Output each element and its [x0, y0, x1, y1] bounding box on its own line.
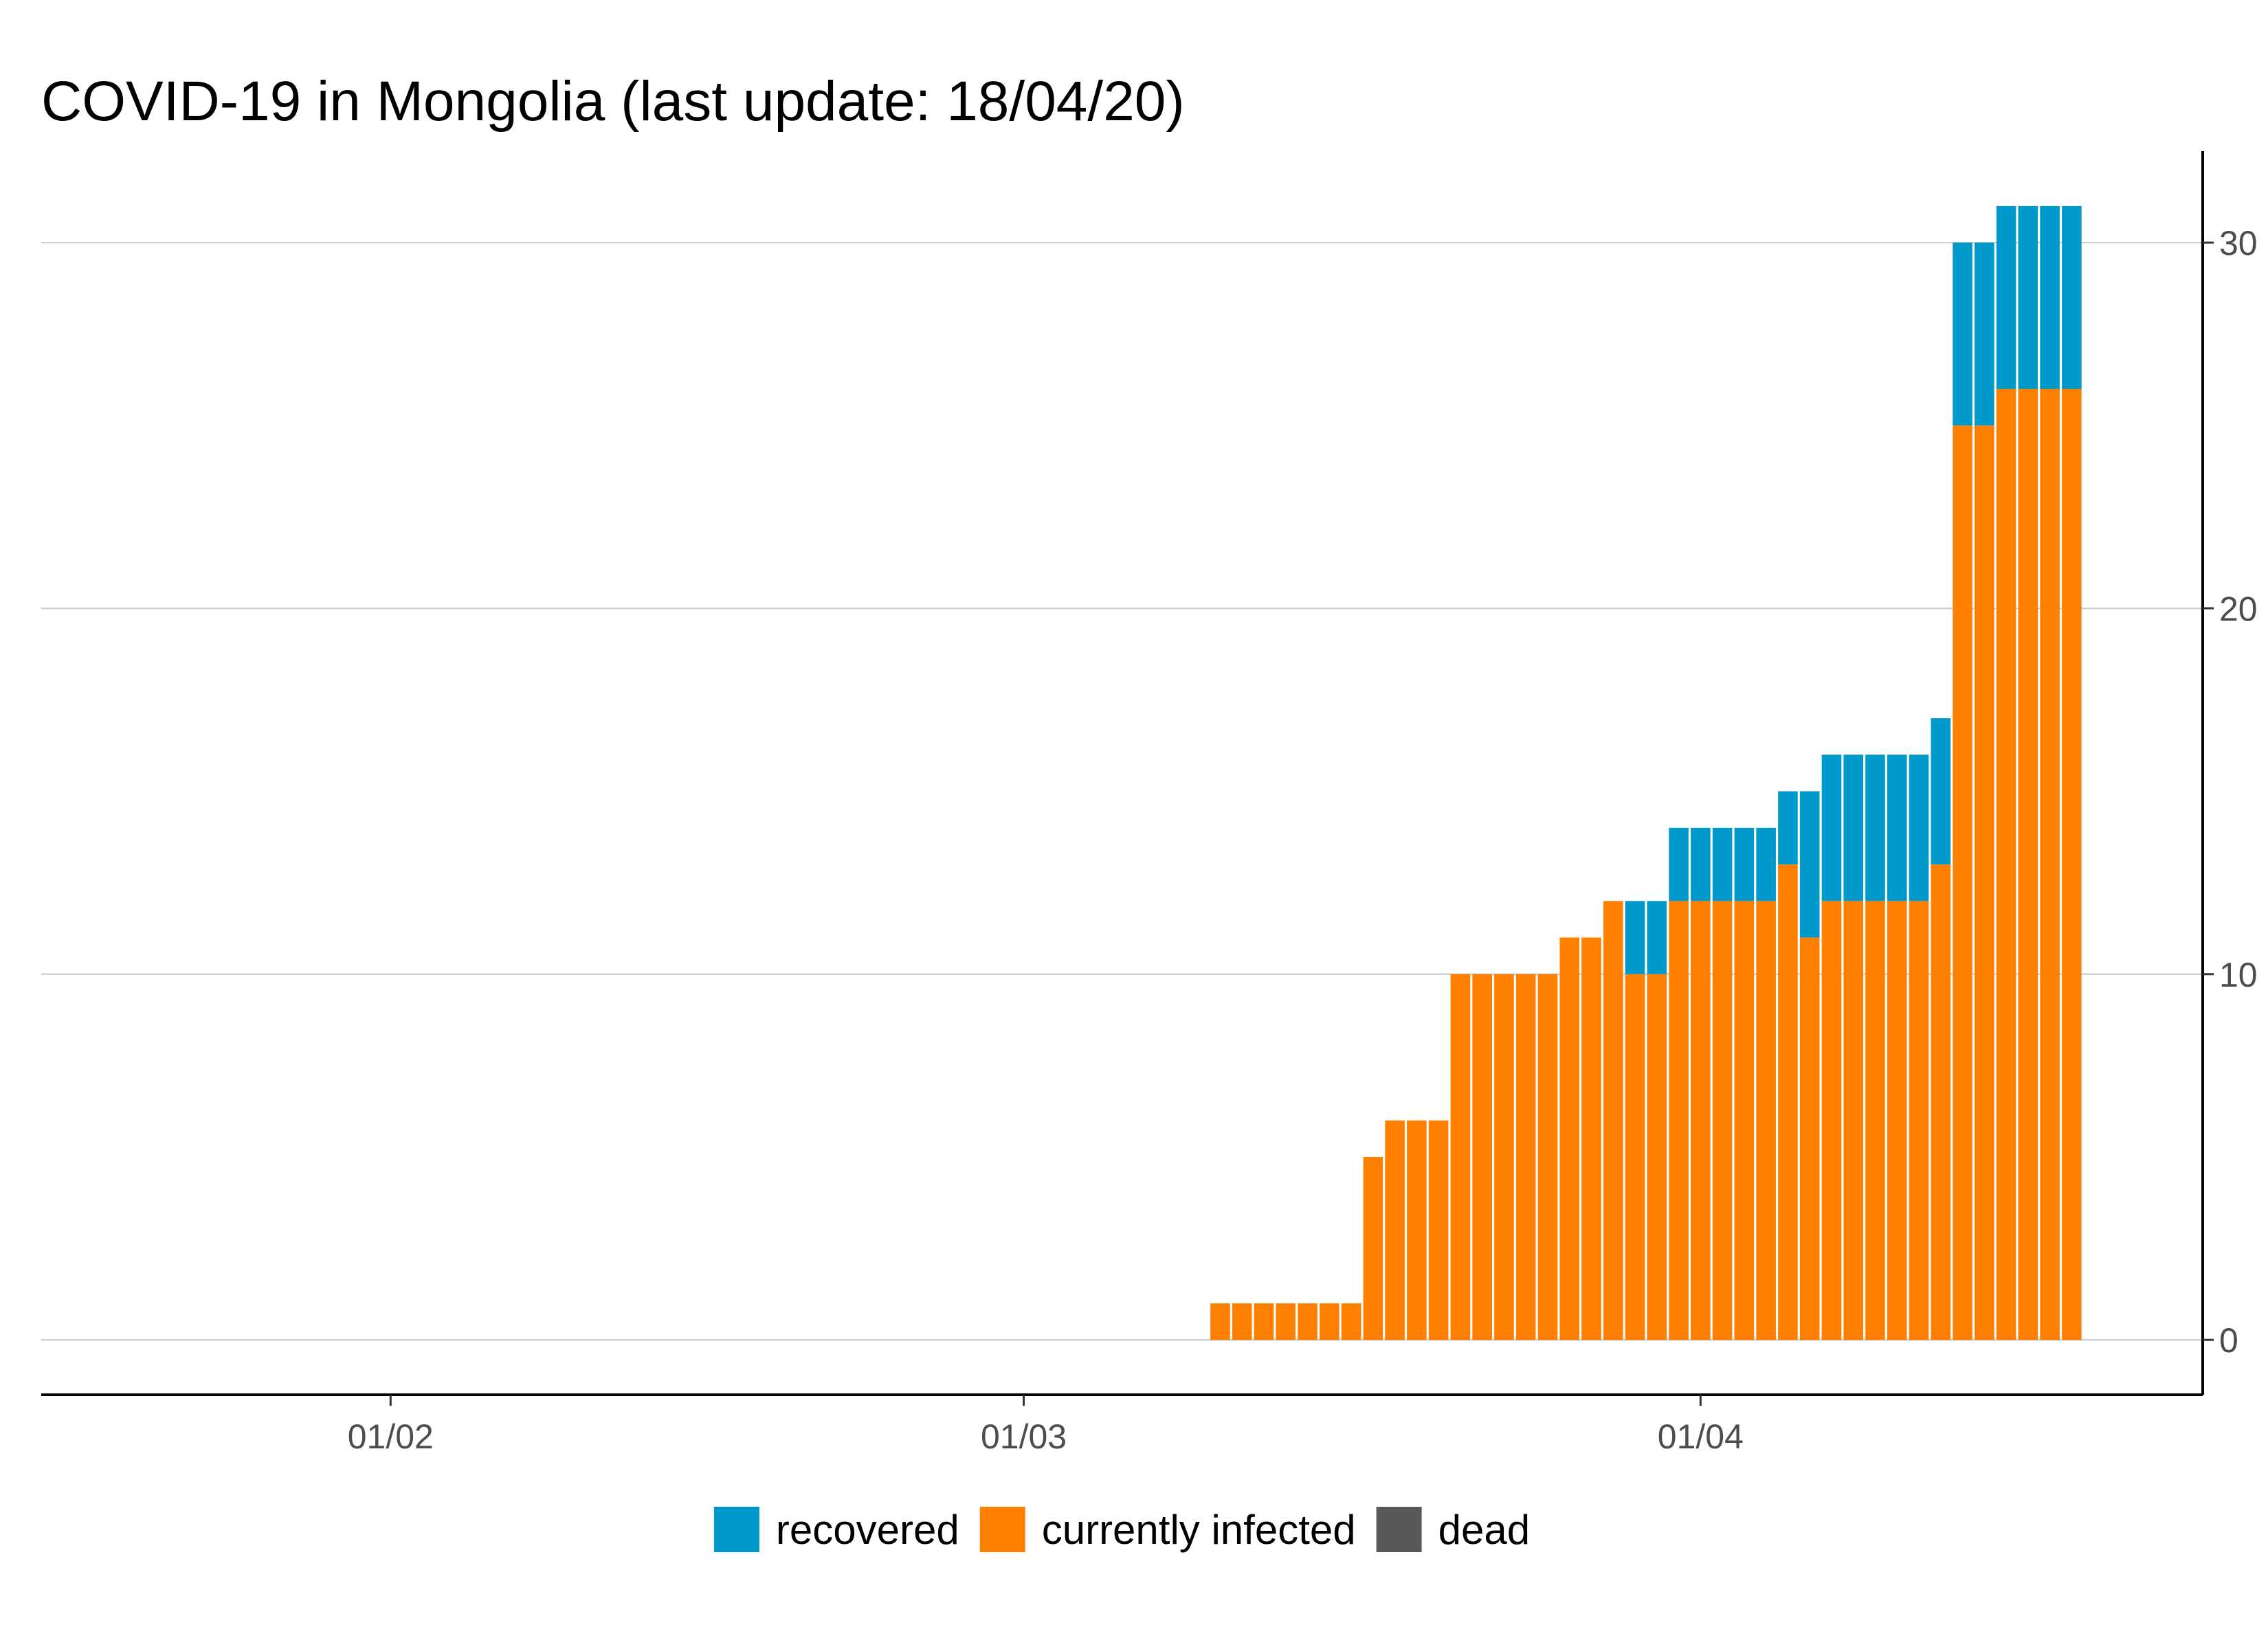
bar-currently-infected-2020-03-12	[1254, 1303, 1274, 1340]
bar-currently-infected-2020-04-12	[1931, 864, 1951, 1340]
y-tick-label-2: 20	[2219, 590, 2258, 628]
bar-currently-infected-2020-04-13	[1953, 425, 1972, 1340]
bar-currently-infected-2020-03-11	[1232, 1303, 1252, 1340]
bar-currently-infected-2020-03-25	[1537, 974, 1558, 1340]
bar-currently-infected-2020-03-20	[1428, 1120, 1449, 1340]
bar-currently-infected-2020-04-18	[2062, 389, 2082, 1340]
legend-label-dead: dead	[1438, 1507, 1530, 1553]
bar-recovered-2020-04-18	[2062, 205, 2082, 390]
bar-currently-infected-2020-03-19	[1407, 1120, 1427, 1340]
bar-currently-infected-2020-04-09	[1865, 901, 1885, 1340]
bar-currently-infected-2020-04-15	[1996, 389, 2016, 1340]
legend: recovered currently infected dead	[713, 1507, 1530, 1553]
bar-currently-infected-2020-04-04	[1756, 901, 1776, 1340]
legend-label-recovered: recovered	[776, 1507, 959, 1553]
y-axis-ticks: 0 10 20 30	[2203, 224, 2258, 1360]
bar-recovered-2020-04-14	[1975, 243, 1994, 426]
bar-currently-infected-2020-04-02	[1712, 901, 1733, 1340]
bar-currently-infected-2020-03-13	[1276, 1303, 1296, 1340]
bar-recovered-2020-04-03	[1734, 827, 1755, 901]
bar-currently-infected-2020-03-28	[1603, 901, 1623, 1340]
bar-currently-infected-2020-03-22	[1472, 974, 1492, 1340]
x-axis-ticks: 01/02 01/03 01/04	[348, 1395, 1744, 1456]
bar-recovered-2020-04-08	[1843, 754, 1864, 901]
bar-recovered-2020-04-12	[1931, 718, 1951, 865]
bar-currently-infected-2020-03-27	[1581, 937, 1601, 1340]
bar-currently-infected-2020-04-16	[2018, 389, 2038, 1340]
legend-key-currently-infected	[979, 1507, 1025, 1552]
axes	[41, 151, 2204, 1396]
chart-title: COVID-19 in Mongolia (last update: 18/04…	[41, 70, 1185, 133]
bar-recovered-2020-04-05	[1778, 791, 1798, 865]
bar-recovered-2020-04-02	[1712, 827, 1733, 901]
y-tick-label-1: 10	[2219, 956, 2258, 994]
legend-key-recovered	[713, 1507, 759, 1552]
bar-currently-infected-2020-04-14	[1975, 425, 1994, 1340]
bar-recovered-2020-04-17	[2040, 205, 2060, 390]
bar-currently-infected-2020-04-06	[1799, 937, 1820, 1340]
bar-recovered-2020-04-11	[1909, 754, 1929, 901]
bar-currently-infected-2020-03-29	[1625, 974, 1645, 1340]
grid-lines	[41, 242, 2203, 1341]
bar-currently-infected-2020-03-14	[1298, 1303, 1318, 1340]
bar-currently-infected-2020-04-08	[1843, 901, 1864, 1340]
bar-currently-infected-2020-03-31	[1669, 901, 1689, 1340]
bar-currently-infected-2020-04-17	[2040, 389, 2060, 1340]
bar-recovered-2020-04-09	[1865, 754, 1885, 901]
bar-currently-infected-2020-03-30	[1647, 974, 1667, 1340]
bar-currently-infected-2020-04-11	[1909, 901, 1929, 1340]
bar-recovered-2020-04-01	[1691, 827, 1711, 901]
bar-recovered-2020-03-29	[1625, 901, 1645, 974]
bar-recovered-2020-04-10	[1887, 754, 1907, 901]
bar-recovered-2020-03-31	[1669, 827, 1689, 901]
bar-currently-infected-2020-04-05	[1778, 864, 1798, 1340]
bar-currently-infected-2020-03-26	[1559, 937, 1580, 1340]
bar-currently-infected-2020-04-01	[1691, 901, 1711, 1340]
bar-currently-infected-2020-03-21	[1450, 974, 1471, 1340]
bar-recovered-2020-04-04	[1756, 827, 1776, 901]
bar-currently-infected-2020-03-15	[1319, 1303, 1339, 1340]
x-tick-label-1: 01/03	[981, 1417, 1067, 1456]
x-tick-label-2: 01/04	[1658, 1417, 1744, 1456]
bar-recovered-2020-03-30	[1647, 901, 1667, 974]
y-tick-label-0: 0	[2219, 1321, 2238, 1360]
bar-recovered-2020-04-07	[1821, 754, 1842, 901]
bars	[1210, 205, 2082, 1340]
bar-recovered-2020-04-13	[1953, 243, 1972, 426]
bar-currently-infected-2020-04-10	[1887, 901, 1907, 1340]
bar-recovered-2020-04-15	[1996, 205, 2016, 390]
y-tick-label-3: 30	[2219, 224, 2258, 262]
bar-recovered-2020-04-06	[1799, 791, 1820, 938]
x-tick-label-0: 01/02	[348, 1417, 434, 1456]
bar-recovered-2020-04-16	[2018, 205, 2038, 390]
legend-key-dead	[1376, 1507, 1422, 1552]
bar-currently-infected-2020-04-07	[1821, 901, 1842, 1340]
legend-label-currently-infected: currently infected	[1042, 1507, 1356, 1553]
bar-currently-infected-2020-04-03	[1734, 901, 1755, 1340]
bar-currently-infected-2020-03-18	[1385, 1120, 1405, 1340]
bar-currently-infected-2020-03-23	[1494, 974, 1514, 1340]
bar-currently-infected-2020-03-24	[1515, 974, 1536, 1340]
bar-currently-infected-2020-03-16	[1341, 1303, 1361, 1340]
bar-currently-infected-2020-03-10	[1210, 1303, 1230, 1340]
bar-currently-infected-2020-03-17	[1363, 1156, 1383, 1340]
